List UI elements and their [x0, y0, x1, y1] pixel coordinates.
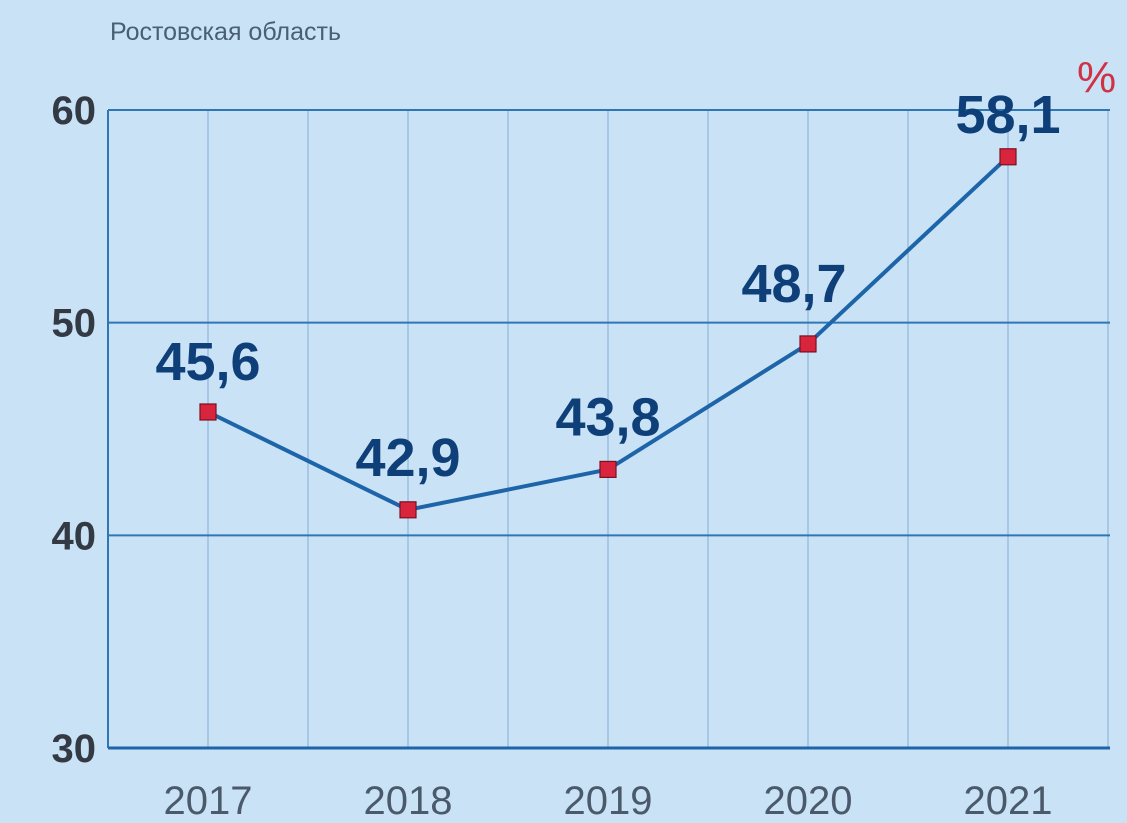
x-tick-label: 2017 [164, 779, 253, 823]
y-tick-label: 30 [52, 727, 97, 771]
x-tick-label: 2020 [764, 779, 853, 823]
data-label: 42,9 [355, 428, 460, 488]
data-label: 43,8 [555, 387, 660, 447]
data-point-marker [199, 403, 217, 421]
x-tick-label: 2018 [364, 779, 453, 823]
y-tick-label: 40 [52, 514, 97, 558]
data-point-marker [399, 501, 417, 519]
data-point-marker [799, 335, 817, 353]
chart-subtitle: Ростовская область [110, 18, 341, 46]
y-tick-label: 60 [52, 89, 97, 133]
data-label: 45,6 [155, 332, 260, 392]
data-point-marker [999, 148, 1017, 166]
data-point-marker [599, 460, 617, 479]
x-tick-label: 2021 [964, 779, 1053, 823]
unit-label: % [1077, 53, 1116, 102]
data-label: 58,1 [955, 85, 1060, 145]
data-label: 48,7 [741, 254, 846, 314]
x-tick-label: 2019 [564, 779, 653, 823]
y-tick-label: 50 [52, 302, 97, 346]
plot-area: 30 40 50 60 2017 2018 2019 2020 2021 45,6 42,9 43,8… [52, 85, 1110, 823]
